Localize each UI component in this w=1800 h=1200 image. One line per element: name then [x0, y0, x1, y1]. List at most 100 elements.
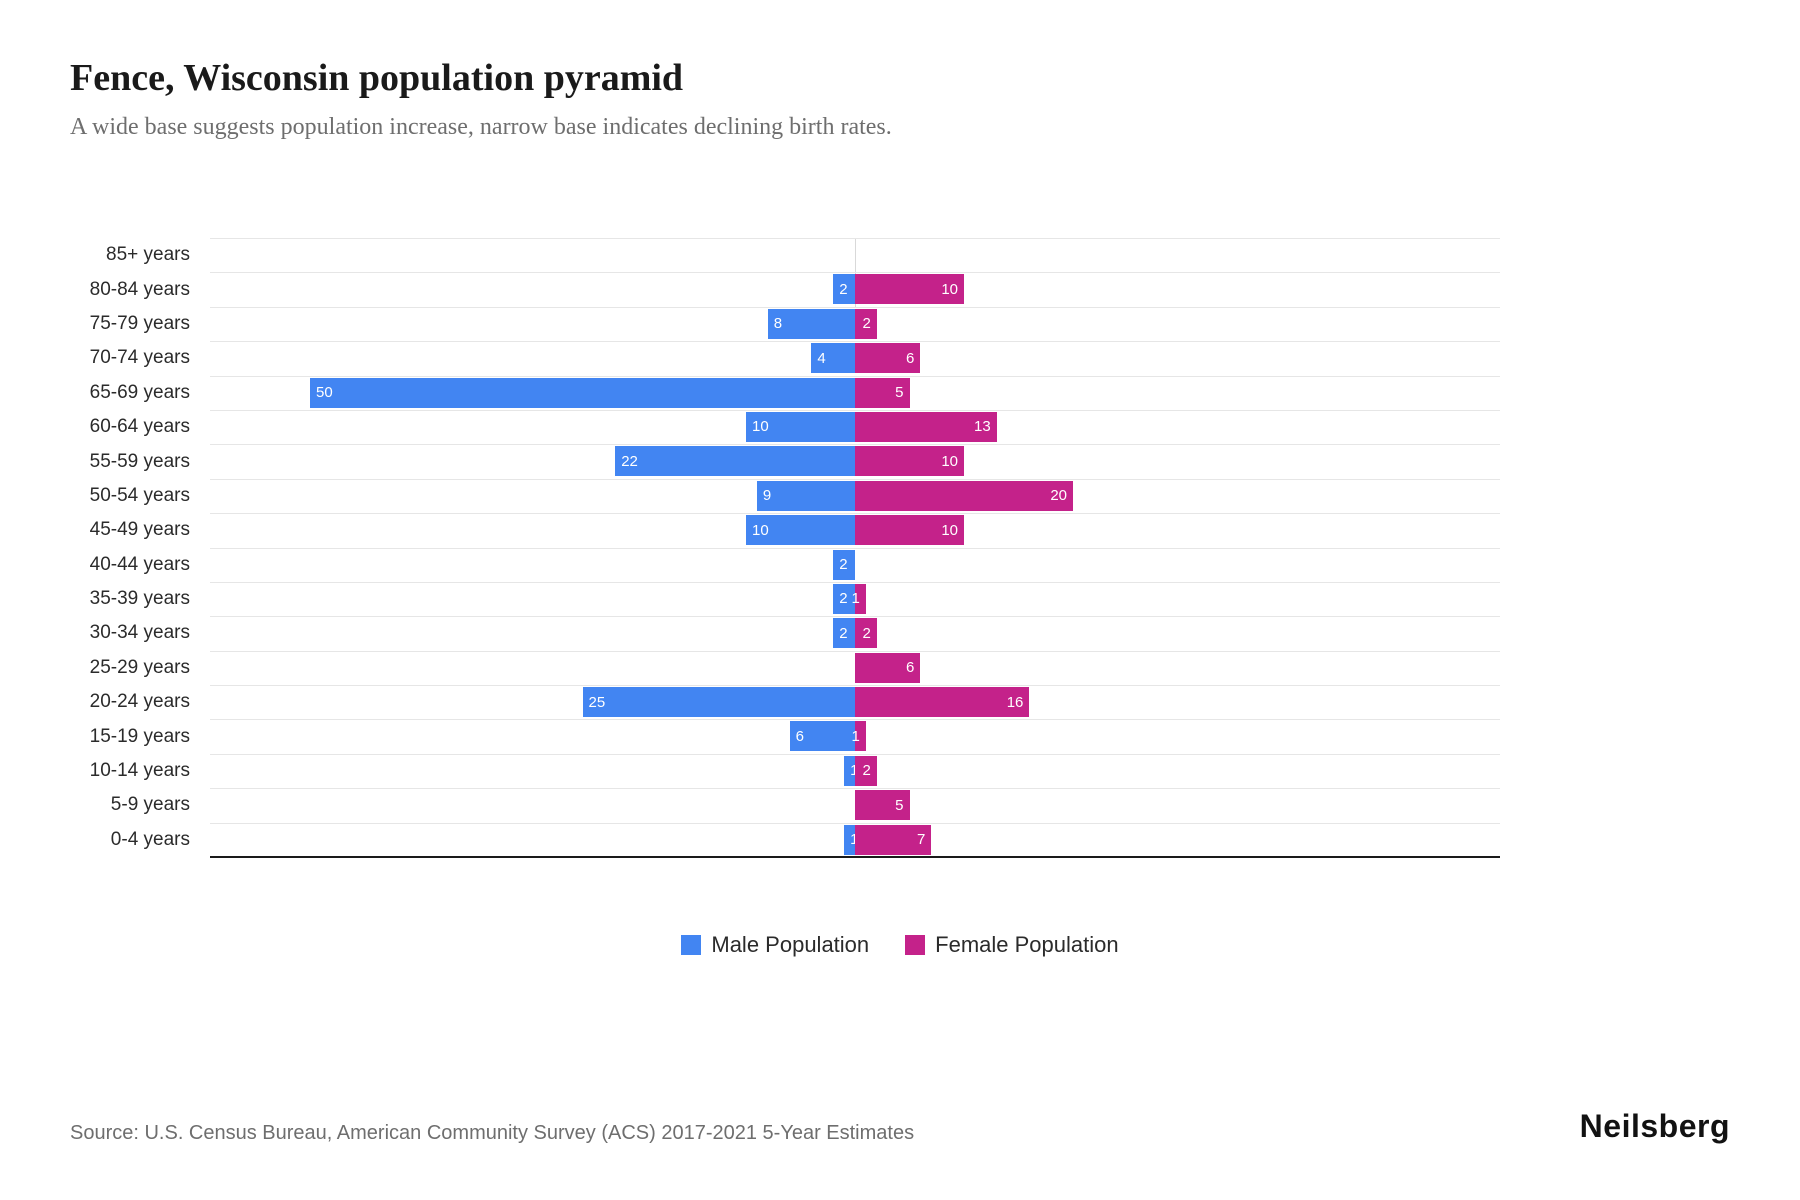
female-population-bar[interactable]: 10: [855, 446, 964, 476]
male-bar-value: 50: [310, 384, 339, 401]
male-bar-value: 4: [811, 350, 831, 367]
male-population-bar[interactable]: 2: [833, 618, 855, 648]
pyramid-row: 20-24 years 25 16: [210, 685, 1500, 719]
pyramid-row: 50-54 years 9 20: [210, 479, 1500, 513]
gridline: [210, 410, 1500, 411]
bar-wrap: 2: [210, 550, 1500, 580]
legend-item-female[interactable]: Female Population: [905, 932, 1118, 958]
female-population-bar[interactable]: 13: [855, 412, 997, 442]
bar-wrap: 12: [210, 756, 1500, 786]
male-population-bar[interactable]: 10: [746, 515, 855, 545]
bar-wrap: 25 16: [210, 687, 1500, 717]
gridline: [210, 788, 1500, 789]
female-population-bar[interactable]: 5: [855, 790, 910, 820]
bar-wrap: 50 5: [210, 378, 1500, 408]
age-group-label: 75-79 years: [10, 307, 200, 341]
male-population-bar[interactable]: 1: [844, 825, 855, 855]
age-group-label: 20-24 years: [10, 685, 200, 719]
male-population-bar[interactable]: 22: [615, 446, 855, 476]
male-bar-value: 6: [790, 728, 810, 745]
gridline: [210, 719, 1500, 720]
gridline: [210, 685, 1500, 686]
pyramid-row: 10-14 years12: [210, 754, 1500, 788]
legend-label-male: Male Population: [711, 932, 869, 958]
male-bar-value: 25: [583, 694, 612, 711]
male-population-bar[interactable]: 1: [844, 756, 855, 786]
pyramid-row: 85+ years: [210, 238, 1500, 272]
footer: Source: U.S. Census Bureau, American Com…: [70, 1108, 1730, 1145]
female-population-bar[interactable]: 2: [855, 618, 877, 648]
female-legend-swatch: [905, 935, 925, 955]
male-bar-value: 10: [746, 418, 775, 435]
pyramid-row: 70-74 years 4 6: [210, 341, 1500, 375]
bar-wrap: 22: [210, 618, 1500, 648]
male-population-bar[interactable]: 9: [757, 481, 855, 511]
age-group-label: 40-44 years: [10, 548, 200, 582]
female-bar-value: 10: [935, 281, 964, 298]
female-population-bar[interactable]: 1: [855, 584, 866, 614]
header: Fence, Wisconsin population pyramid A wi…: [70, 56, 1730, 141]
gridline: [210, 376, 1500, 377]
pyramid-row: 30-34 years 2 2: [210, 616, 1500, 650]
gridline: [210, 341, 1500, 342]
female-bar-value: 7: [911, 831, 931, 848]
female-bar-value: 2: [856, 625, 876, 642]
gridline: [210, 548, 1500, 549]
female-bar-value: 10: [935, 522, 964, 539]
female-population-bar[interactable]: 2: [855, 309, 877, 339]
age-group-label: 10-14 years: [10, 754, 200, 788]
chart-subtitle: A wide base suggests population increase…: [70, 114, 1730, 141]
pyramid-row: 60-64 years 10 13: [210, 410, 1500, 444]
source-text: Source: U.S. Census Bureau, American Com…: [70, 1122, 914, 1145]
female-population-bar[interactable]: 10: [855, 274, 964, 304]
age-group-label: 55-59 years: [10, 444, 200, 478]
pyramid-row: 35-39 years 2 1: [210, 582, 1500, 616]
female-population-bar[interactable]: 20: [855, 481, 1073, 511]
bar-wrap: 22 10: [210, 446, 1500, 476]
male-population-bar[interactable]: 4: [811, 343, 855, 373]
male-population-bar[interactable]: 8: [768, 309, 855, 339]
chart-baseline: [210, 856, 1500, 858]
male-population-bar[interactable]: 2: [833, 274, 855, 304]
age-group-label: 70-74 years: [10, 341, 200, 375]
male-bar-value: 9: [757, 487, 777, 504]
female-population-bar[interactable]: 10: [855, 515, 964, 545]
age-group-label: 0-4 years: [10, 823, 200, 857]
pyramid-row: 0-4 years17: [210, 823, 1500, 857]
female-population-bar[interactable]: 2: [855, 756, 877, 786]
female-population-bar[interactable]: 6: [855, 653, 920, 683]
gridline: [210, 582, 1500, 583]
male-bar-value: 10: [746, 522, 775, 539]
male-population-bar[interactable]: 2: [833, 550, 855, 580]
male-population-bar[interactable]: 50: [310, 378, 855, 408]
male-bar-value: 22: [615, 453, 644, 470]
gridline: [210, 238, 1500, 239]
female-bar-value: 1: [846, 728, 866, 745]
legend-item-male[interactable]: Male Population: [681, 932, 869, 958]
male-population-bar[interactable]: 10: [746, 412, 855, 442]
brand-logo: Neilsberg: [1580, 1108, 1730, 1145]
bar-wrap: 10 10: [210, 515, 1500, 545]
gridline: [210, 513, 1500, 514]
legend-label-female: Female Population: [935, 932, 1118, 958]
male-population-bar[interactable]: 25: [583, 687, 856, 717]
age-group-label: 65-69 years: [10, 376, 200, 410]
female-bar-value: 2: [856, 315, 876, 332]
female-bar-value: 2: [856, 762, 876, 779]
female-population-bar[interactable]: 6: [855, 343, 920, 373]
female-population-bar[interactable]: 7: [855, 825, 931, 855]
female-bar-value: 5: [889, 797, 909, 814]
female-bar-value: 1: [846, 590, 866, 607]
female-bar-value: 16: [1001, 694, 1030, 711]
male-bar-value: 2: [833, 556, 853, 573]
bar-wrap: 9 20: [210, 481, 1500, 511]
gridline: [210, 616, 1500, 617]
female-population-bar[interactable]: 1: [855, 721, 866, 751]
female-bar-value: 10: [935, 453, 964, 470]
gridline: [210, 479, 1500, 480]
female-population-bar[interactable]: 16: [855, 687, 1029, 717]
female-population-bar[interactable]: 5: [855, 378, 910, 408]
